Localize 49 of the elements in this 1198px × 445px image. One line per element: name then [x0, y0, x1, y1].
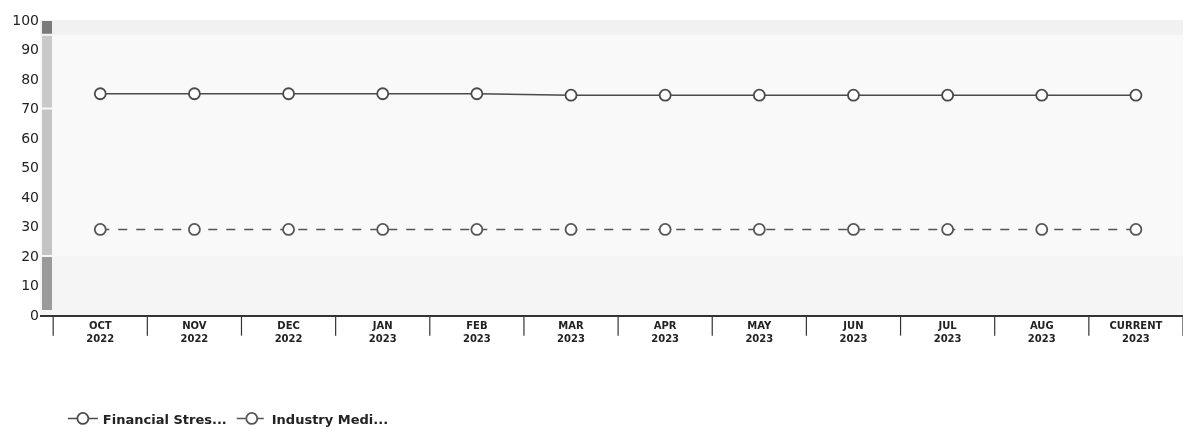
y-tick-label: 60 [21, 129, 39, 146]
point [93, 87, 107, 101]
point [564, 88, 578, 102]
x-tick-label: FEB 2023 [462, 319, 491, 344]
y-tick-label: 50 [21, 159, 39, 176]
point [752, 223, 766, 236]
point [658, 88, 672, 102]
point [564, 223, 578, 236]
y-tick-label: 100 [12, 11, 39, 28]
y-tick-label: 30 [21, 218, 39, 235]
point [1129, 88, 1143, 102]
x-tick-label: OCT 2022 [86, 319, 115, 344]
point [1129, 223, 1143, 236]
legend-label: Financial Stres... [102, 411, 227, 427]
y-tick-label: 0 [30, 306, 39, 323]
x-tick-label: MAR 2023 [557, 319, 585, 344]
x-tick-label: AUG 2023 [1027, 319, 1056, 344]
point [188, 87, 201, 101]
x-tick-label: MAY 2023 [745, 319, 774, 344]
point [847, 223, 860, 236]
x-tick-label: JAN 2023 [368, 319, 397, 344]
point [376, 87, 390, 101]
y-tick-label: 90 [21, 41, 39, 58]
y-tick-label: 20 [21, 247, 39, 264]
x-tick-label: APR 2023 [651, 319, 680, 344]
y-tick-label: 10 [21, 277, 39, 294]
y-tick-label: 80 [21, 70, 39, 87]
point [376, 223, 390, 236]
x-tick-label: JUL 2023 [933, 319, 962, 344]
point [658, 223, 672, 236]
x-tick-label: DEC 2022 [274, 319, 303, 344]
y-tick-label: 40 [21, 188, 39, 205]
point [847, 88, 860, 102]
x-tick-label: CURRENT 2023 [1109, 319, 1163, 344]
point [470, 223, 484, 236]
x-tick-label: JUN 2023 [839, 319, 868, 344]
point [1035, 88, 1049, 102]
point [752, 88, 766, 102]
point [1035, 223, 1049, 236]
point [188, 223, 201, 236]
x-tick-label: NOV 2022 [180, 319, 209, 344]
point [93, 223, 107, 236]
legend-label: Industry Medi... [271, 411, 389, 427]
y-tick-label: 70 [21, 100, 39, 117]
point [282, 223, 295, 236]
point [941, 223, 955, 236]
point [941, 88, 955, 102]
point [282, 87, 295, 101]
point [470, 87, 484, 101]
